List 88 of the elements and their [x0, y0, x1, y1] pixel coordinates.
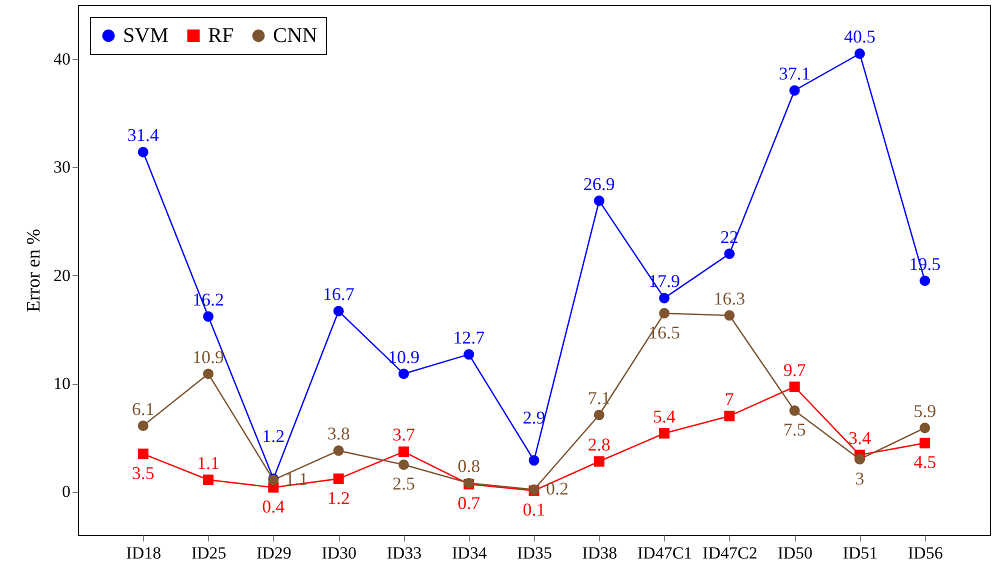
data-label: 4.5: [914, 452, 936, 472]
x-tick-label: ID34: [452, 544, 488, 562]
point: [398, 368, 409, 380]
point: [203, 368, 214, 380]
point: [138, 448, 148, 460]
point: [724, 410, 735, 422]
point: [920, 276, 930, 286]
point: [659, 428, 670, 439]
point: [789, 382, 800, 392]
y-tick-label: 10: [54, 374, 70, 394]
data-label: 31.4: [127, 125, 159, 146]
point: [138, 420, 148, 431]
data-label: 5.9: [914, 400, 936, 421]
point: [594, 196, 604, 206]
point: [854, 454, 865, 465]
legend-label: CNN: [273, 22, 318, 47]
data-label: 0.2: [546, 478, 568, 499]
x-tick-label: ID18: [126, 544, 162, 562]
data-label: 0.4: [262, 496, 285, 516]
data-label: 7: [724, 389, 734, 410]
data-label: 3.8: [327, 424, 350, 444]
point: [464, 349, 474, 360]
y-tick-label: 30: [54, 158, 70, 177]
x-tick-label: ID47C2: [702, 544, 758, 562]
point: [920, 422, 930, 434]
data-label: 37.1: [778, 63, 810, 84]
point: [789, 85, 800, 96]
data-label: 16.7: [322, 284, 354, 304]
data-label: 2.5: [392, 474, 415, 494]
data-label: 9.7: [783, 360, 806, 380]
x-tick-label: ID29: [256, 544, 292, 562]
data-label: 10.9: [192, 346, 224, 367]
data-label: 0.1: [522, 500, 546, 520]
data-label: 5.4: [653, 406, 676, 426]
x-tick-label: ID38: [582, 544, 618, 562]
point: [659, 308, 670, 318]
point: [333, 306, 344, 316]
x-tick-label: ID51: [842, 544, 878, 562]
data-label: 2.8: [588, 434, 610, 454]
data-label: 1.2: [327, 488, 350, 508]
point: [203, 311, 214, 322]
point: [333, 445, 344, 456]
point: [724, 310, 735, 321]
point: [594, 456, 604, 467]
point: [854, 48, 865, 59]
x-tick-label: ID33: [386, 544, 422, 562]
point: [528, 455, 540, 466]
point: [333, 474, 344, 484]
point: [789, 405, 800, 416]
data-label: 0.8: [458, 456, 480, 476]
x-tick-label: ID56: [908, 544, 943, 562]
data-label: 16.3: [714, 288, 746, 308]
point: [920, 438, 930, 448]
legend-label: RF: [208, 22, 234, 47]
y-tick-label: 20: [54, 266, 70, 285]
x-tick-label: ID47C1: [637, 544, 692, 562]
point: [724, 248, 735, 260]
point: [659, 292, 670, 304]
data-label: 16.5: [648, 322, 680, 342]
data-label: 1.1: [285, 468, 308, 489]
point: [138, 146, 148, 158]
y-axis-title: Error en %: [24, 228, 44, 312]
y-tick-label: 0: [62, 482, 70, 502]
data-label: 1.2: [262, 426, 285, 446]
data-label: 12.7: [453, 327, 485, 348]
y-tick-label: 40: [54, 50, 70, 69]
legend-label: SVM: [123, 22, 169, 47]
data-label: 0.7: [458, 493, 480, 514]
point: [398, 459, 409, 470]
data-label: 26.9: [583, 174, 615, 194]
x-tick-label: ID25: [191, 544, 226, 562]
x-tick-label: ID50: [778, 544, 813, 562]
point: [398, 446, 409, 457]
data-label: 7.1: [588, 388, 610, 408]
point: [594, 410, 604, 420]
data-label: 40.5: [844, 26, 876, 47]
point: [203, 474, 214, 486]
data-label: 3.4: [848, 428, 871, 448]
data-label: 7.5: [783, 420, 806, 440]
x-tick-label: ID30: [322, 544, 357, 562]
data-label: 6.1: [132, 398, 154, 419]
data-label: 1.1: [197, 452, 220, 473]
data-label: 2.9: [522, 407, 546, 428]
data-label: 3.5: [132, 462, 154, 483]
data-label: 3: [855, 468, 864, 488]
data-label: 10.9: [388, 346, 420, 367]
x-tick-label: ID35: [517, 544, 552, 562]
data-label: 3.7: [392, 424, 415, 445]
